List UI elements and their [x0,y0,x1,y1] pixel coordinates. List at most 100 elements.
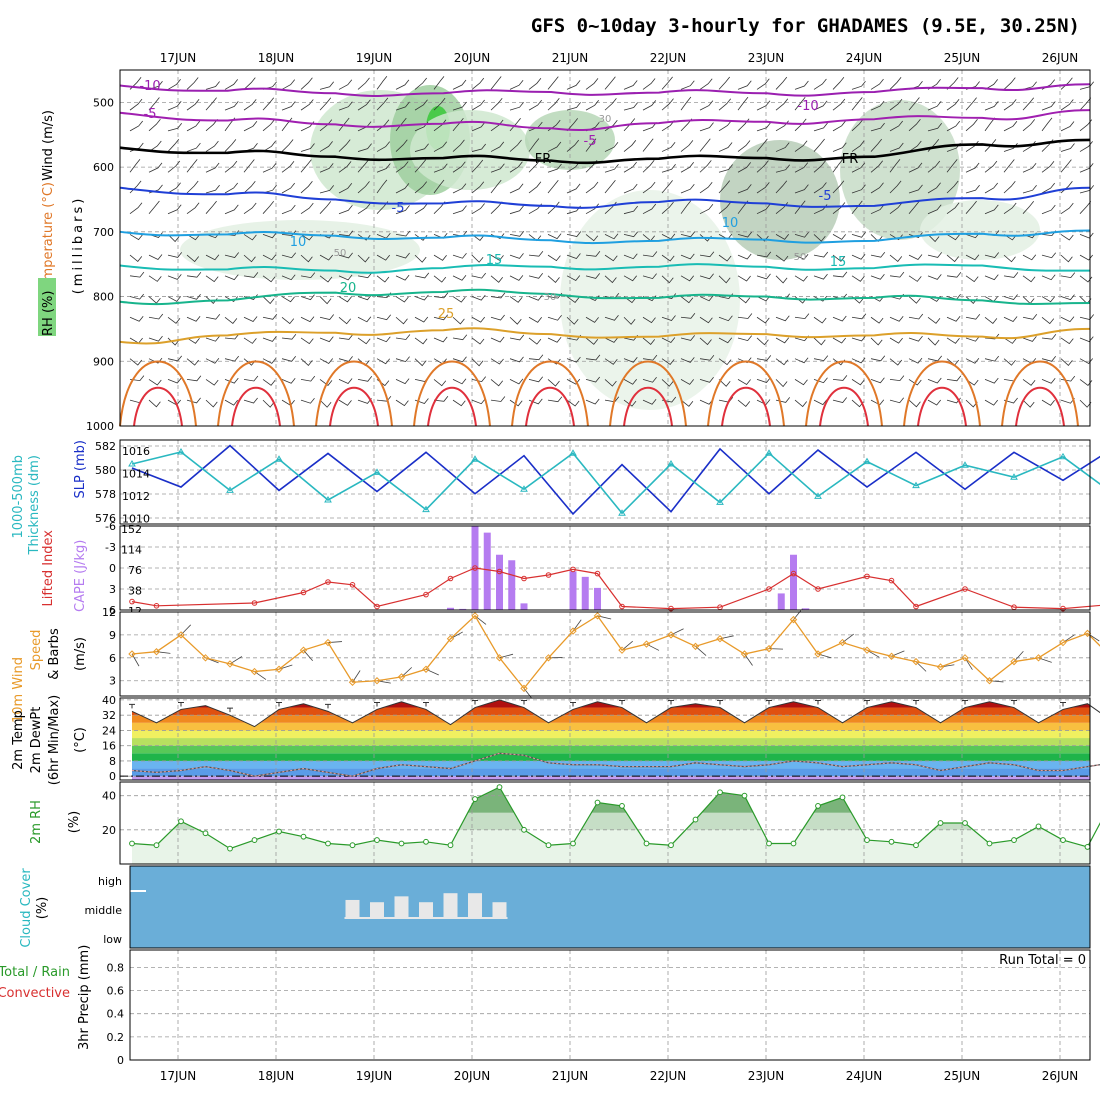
temp-minmax-tick [717,700,723,705]
wind-barb [186,397,201,404]
wind-barb [129,358,143,366]
upper-air-frame [119,69,1091,427]
wind-barb [452,205,467,215]
wind-barb [832,142,847,152]
isotherm--5 [119,109,1091,131]
wind-barb [756,204,771,215]
wind-barb [262,254,277,261]
rh-marker [178,818,184,825]
wind-barb [414,254,427,263]
wind-barb [680,296,694,304]
wind-barb [870,138,883,152]
wind-barb [281,252,297,259]
temp-band [132,707,1090,716]
wind-barb [509,101,524,111]
wind-barb [680,231,696,238]
wind-barb [965,313,981,320]
wind-barb [186,254,200,263]
wind-barb [604,120,618,132]
ylabel-degc: (°C) [73,727,88,753]
cloud-bar [370,902,384,918]
wind-barb [870,122,885,132]
wind-barb [509,118,521,132]
wind-barb [889,375,905,382]
ylabel-cloud-cover: Cloud Cover [19,868,34,948]
wind-tick: 12 [102,606,116,619]
wind-barb [1060,316,1075,323]
wind-barb [870,160,884,173]
wind-barb [414,181,428,194]
wind-barb [547,163,562,173]
wind-barb [908,118,921,132]
wind-barb [1060,99,1074,111]
rh-marker [325,840,331,847]
wind-barb [205,275,219,283]
wind-barb [737,335,753,342]
temp-tick: 16 [102,740,116,753]
wind-barb [509,231,525,237]
cape-bar [569,571,577,610]
wind-barb [946,337,960,344]
wind-barb [509,334,525,341]
wind-barb [718,76,731,90]
thickness-marker [275,455,283,462]
wind-barb [281,204,296,215]
wind-barb [395,399,409,407]
bottom-date-label: 25JUN [944,1069,981,1083]
wind-barb [452,274,467,281]
wind-barb [794,162,809,173]
wind-barb [167,123,183,132]
wind-barb [566,253,581,259]
pressure-axis: 500 600 700 800 900 1000 [86,96,114,433]
wind-speed-marker [348,678,357,686]
top-date-label: 19JUN [356,51,393,65]
wind-barb [509,139,522,152]
wind-speed-marker [446,635,455,643]
temp-band [132,745,1090,754]
wind-barb [604,76,616,90]
wind-barb [1041,378,1056,384]
wind-barb [471,398,486,405]
wind-barb [262,275,276,283]
wind-tick: 3 [109,675,116,688]
contour-label: -5 [819,189,832,204]
wind-barb [148,275,162,282]
lifted-index-marker [153,603,160,609]
cape-bar [483,532,491,610]
wind-barb [224,316,238,324]
wind-barb [262,358,277,364]
wind-barb [984,204,999,215]
wind-speed-marker [814,650,822,658]
rh-tick: 40 [102,790,116,803]
wind-barb [376,358,391,365]
isotherm-15 [119,263,1091,274]
thickness-marker [814,492,822,499]
wind-barb [756,316,770,324]
wind-barb [148,254,163,260]
wind-barb [452,183,467,194]
wind-barb [452,334,468,341]
wind-barb [224,160,238,173]
rh-marker [888,838,895,845]
wind-barb [794,184,809,194]
wind-barb [243,254,256,263]
wind-barb [737,162,752,173]
wind-barb [623,357,638,363]
lifted-index-marker [913,603,919,610]
wind-speed-marker [324,638,332,647]
lifted-index-marker [790,570,797,577]
wind-barb [794,313,810,320]
wind-barb [813,138,825,152]
wind-barb [528,337,542,345]
wind-barb [471,272,487,279]
thickness-marker [471,455,479,462]
rh-legend-swatch [38,278,56,336]
isotherm-30-loop [315,360,393,427]
wind-barb [699,316,713,324]
top-date-label: 26JUN [1042,51,1079,65]
wind-barb [889,254,903,262]
wind-barb [490,141,505,152]
ylabel-speed: Speed [29,630,44,671]
